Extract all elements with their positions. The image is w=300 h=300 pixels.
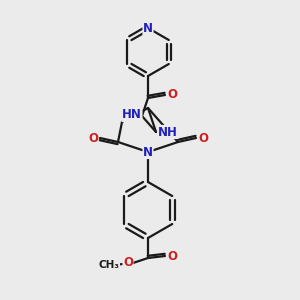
Text: N: N [143, 22, 153, 34]
Text: O: O [123, 256, 133, 269]
Text: O: O [167, 88, 177, 101]
Text: O: O [198, 131, 208, 145]
Text: NH: NH [158, 125, 178, 139]
Text: O: O [167, 250, 177, 262]
Text: O: O [88, 131, 98, 145]
Text: HN: HN [122, 109, 142, 122]
Text: N: N [143, 146, 153, 158]
Text: CH₃: CH₃ [98, 260, 119, 270]
